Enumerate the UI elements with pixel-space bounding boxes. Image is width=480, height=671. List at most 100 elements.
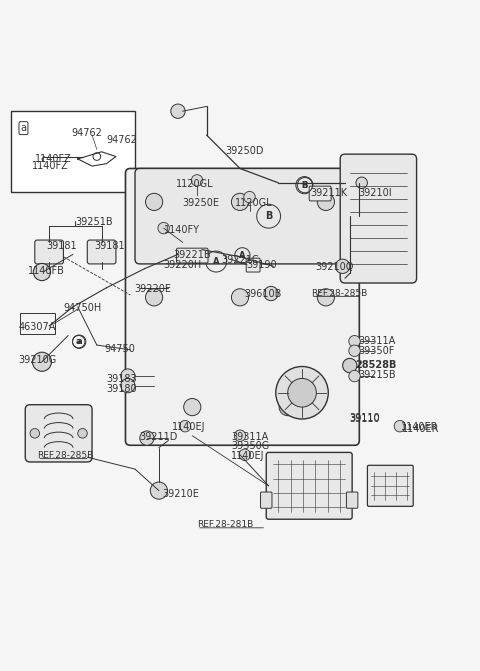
Circle shape <box>349 370 360 382</box>
Circle shape <box>239 449 251 460</box>
Text: A: A <box>213 257 219 266</box>
Circle shape <box>264 287 278 301</box>
Text: 39250D: 39250D <box>226 146 264 156</box>
Text: 39211D: 39211D <box>140 431 178 442</box>
Circle shape <box>276 366 328 419</box>
Text: REF.28-281B: REF.28-281B <box>197 521 253 529</box>
Circle shape <box>150 482 168 499</box>
Circle shape <box>120 369 135 383</box>
Circle shape <box>158 222 169 234</box>
Circle shape <box>349 336 360 347</box>
Text: 1120GL: 1120GL <box>235 198 273 208</box>
FancyBboxPatch shape <box>25 405 92 462</box>
Circle shape <box>343 358 357 372</box>
Circle shape <box>192 174 203 186</box>
Text: 39110: 39110 <box>350 414 380 424</box>
Circle shape <box>34 264 50 280</box>
Text: 1140FY: 1140FY <box>164 225 200 235</box>
Text: B: B <box>302 180 308 190</box>
Text: 39350F: 39350F <box>359 346 395 356</box>
Text: 94762: 94762 <box>72 127 103 138</box>
Text: 39350G: 39350G <box>231 442 270 451</box>
Circle shape <box>180 421 191 432</box>
Circle shape <box>231 193 249 211</box>
Text: 1140EJ: 1140EJ <box>172 422 206 432</box>
FancyBboxPatch shape <box>261 492 272 508</box>
Text: 39220E: 39220E <box>134 284 171 294</box>
Text: a: a <box>76 338 81 346</box>
FancyBboxPatch shape <box>87 240 116 264</box>
FancyBboxPatch shape <box>309 186 331 201</box>
Text: 1120GL: 1120GL <box>176 178 213 189</box>
Circle shape <box>317 193 335 211</box>
FancyBboxPatch shape <box>266 452 352 519</box>
FancyBboxPatch shape <box>347 492 358 508</box>
FancyBboxPatch shape <box>35 240 63 264</box>
Circle shape <box>184 399 201 415</box>
Text: 39311A: 39311A <box>231 431 269 442</box>
Circle shape <box>145 193 163 211</box>
Text: 39251B: 39251B <box>75 217 113 227</box>
Text: 1140ER: 1140ER <box>402 423 440 433</box>
Text: 39181: 39181 <box>47 241 77 251</box>
FancyBboxPatch shape <box>340 154 417 283</box>
Circle shape <box>145 289 163 306</box>
Text: 39180: 39180 <box>107 384 137 394</box>
Circle shape <box>140 431 154 446</box>
Circle shape <box>288 378 316 407</box>
Text: 39181: 39181 <box>95 241 125 251</box>
Text: 1140EJ: 1140EJ <box>231 451 265 461</box>
FancyBboxPatch shape <box>246 258 260 272</box>
Text: 39183: 39183 <box>107 374 137 384</box>
Circle shape <box>349 345 360 356</box>
Circle shape <box>317 289 335 306</box>
Text: 39210Q: 39210Q <box>315 262 354 272</box>
Text: 39210G: 39210G <box>18 356 56 365</box>
Text: 39215B: 39215B <box>359 370 396 380</box>
Text: 94762: 94762 <box>107 135 137 145</box>
Text: 1140FZ: 1140FZ <box>35 154 72 164</box>
Text: 1140FB: 1140FB <box>28 266 64 276</box>
Text: REF.28-285B: REF.28-285B <box>311 289 367 298</box>
Text: 94750H: 94750H <box>63 303 102 313</box>
FancyBboxPatch shape <box>135 168 350 264</box>
Circle shape <box>279 399 296 415</box>
Circle shape <box>244 191 255 203</box>
Text: B: B <box>265 211 272 221</box>
FancyBboxPatch shape <box>367 465 413 507</box>
Text: 1140ER: 1140ER <box>401 422 439 432</box>
Circle shape <box>78 429 87 438</box>
Text: 39211K: 39211K <box>311 189 348 199</box>
Text: 39210I: 39210I <box>359 189 392 199</box>
Text: A: A <box>239 251 246 260</box>
Circle shape <box>356 177 367 189</box>
Text: 39221C: 39221C <box>221 255 259 265</box>
Text: 39210E: 39210E <box>163 489 200 499</box>
FancyBboxPatch shape <box>11 111 135 193</box>
Text: 39221B: 39221B <box>173 250 211 260</box>
Circle shape <box>336 259 350 274</box>
Circle shape <box>231 289 249 306</box>
Text: 39250E: 39250E <box>183 198 220 208</box>
Text: B: B <box>301 180 308 190</box>
FancyBboxPatch shape <box>177 248 208 263</box>
Circle shape <box>120 378 135 393</box>
Circle shape <box>171 104 185 118</box>
Text: 39610B: 39610B <box>244 289 281 299</box>
Text: a: a <box>76 338 82 346</box>
Text: 39220H: 39220H <box>164 260 202 270</box>
Text: 39311A: 39311A <box>359 336 396 346</box>
Text: 46307A: 46307A <box>18 322 56 332</box>
Circle shape <box>30 429 39 438</box>
Text: 39190: 39190 <box>246 260 277 270</box>
Text: 94750: 94750 <box>104 344 135 354</box>
Text: a: a <box>21 123 26 133</box>
Circle shape <box>394 421 406 432</box>
Circle shape <box>234 430 246 442</box>
Text: 39110: 39110 <box>350 413 380 423</box>
Text: REF.28-285B: REF.28-285B <box>37 452 94 460</box>
FancyBboxPatch shape <box>125 168 360 446</box>
Text: 28528B: 28528B <box>356 360 397 370</box>
Text: 1140FZ: 1140FZ <box>33 161 69 171</box>
Circle shape <box>33 352 51 371</box>
